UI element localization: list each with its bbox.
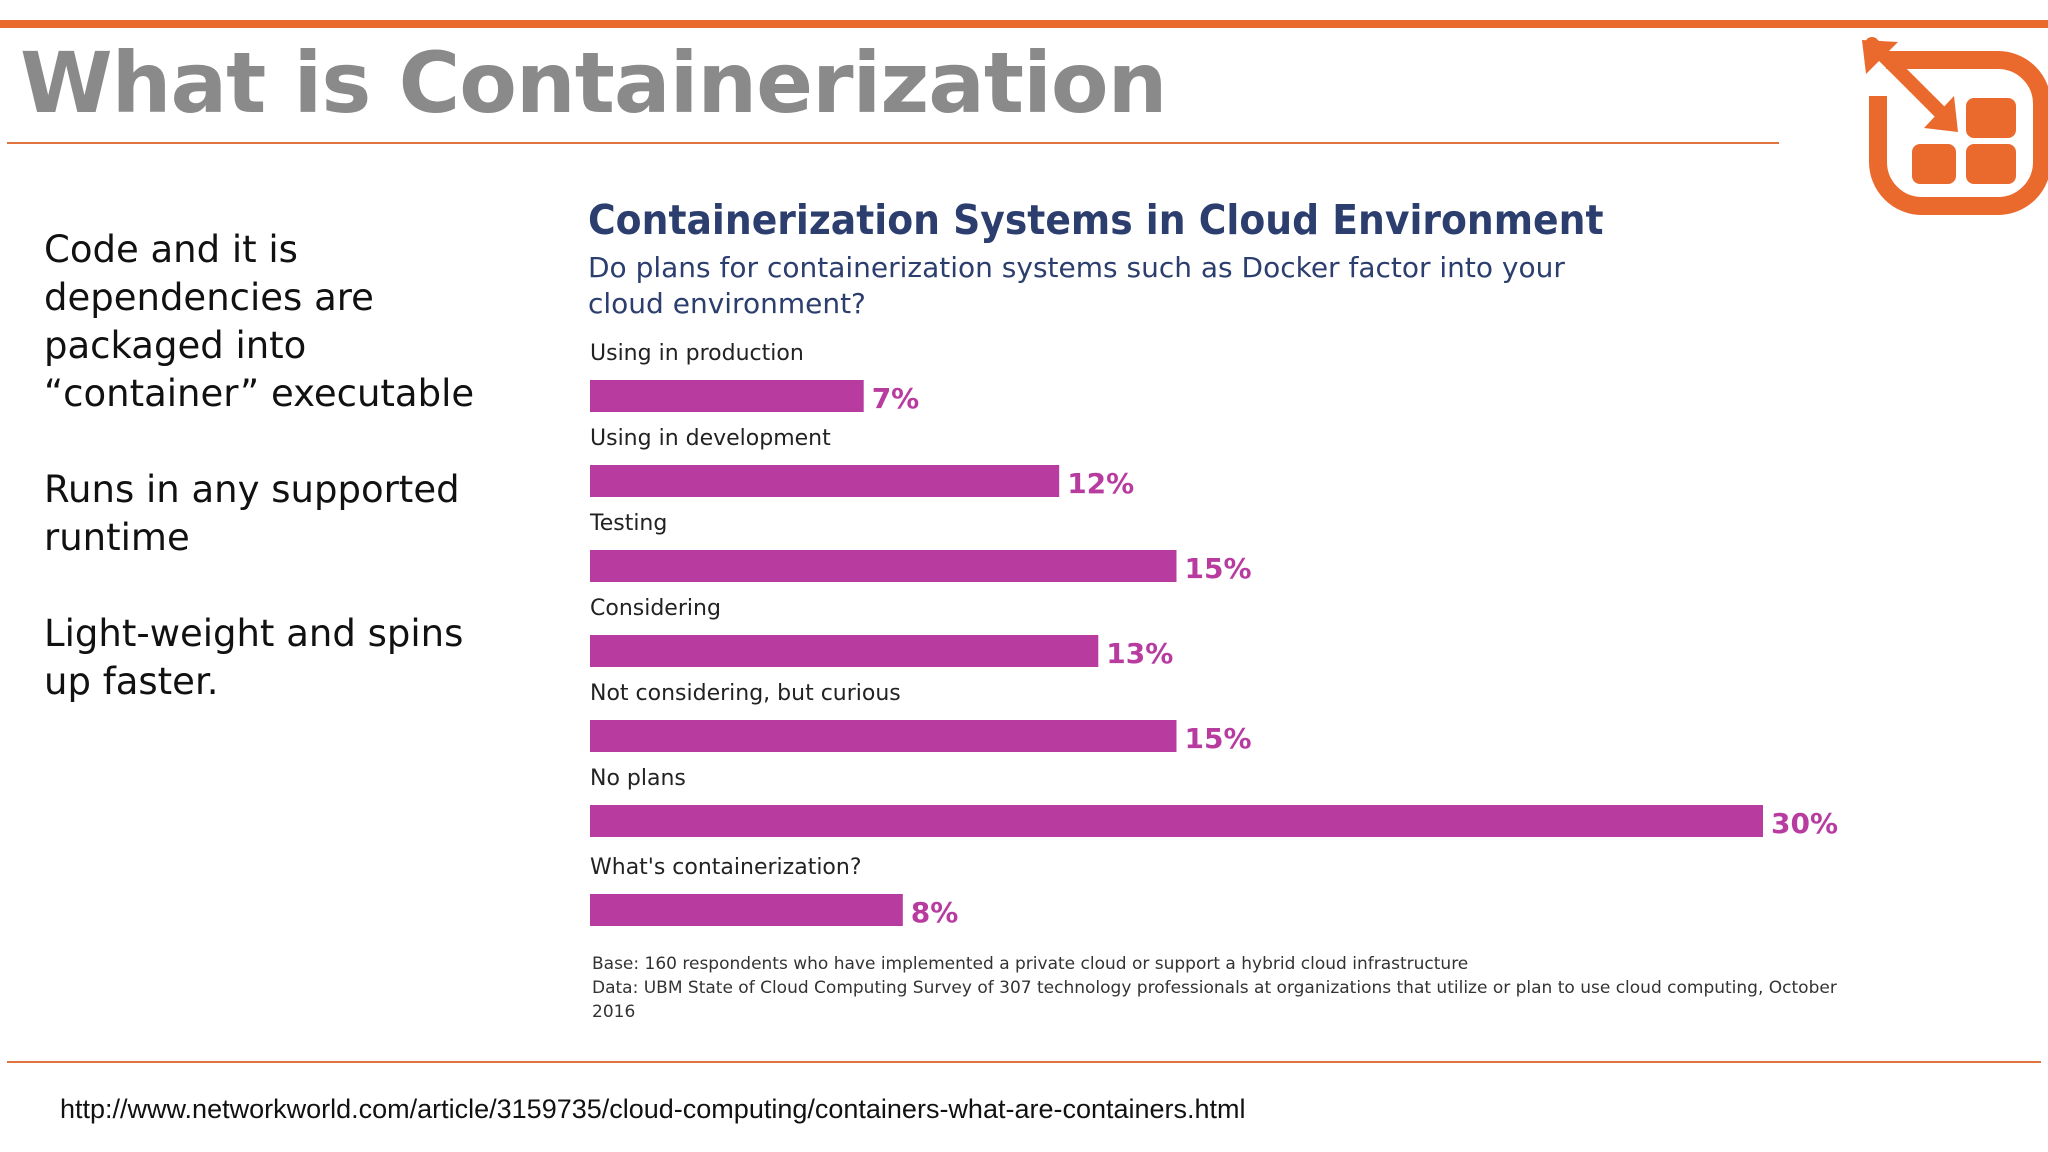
- bar: [590, 805, 1763, 837]
- value-label: 15%: [1185, 722, 1252, 755]
- value-label: 30%: [1771, 807, 1838, 840]
- logo-square-top-left: [1912, 144, 1956, 184]
- bar-chart: Containerization Systems in Cloud Enviro…: [584, 192, 1984, 1042]
- logo-arrow-shaft: [1865, 37, 1955, 127]
- value-label: 7%: [872, 382, 920, 415]
- category-label: Using in production: [590, 341, 804, 366]
- bar: [590, 720, 1177, 752]
- chart-subtitle: Do plans for containerization systems su…: [588, 251, 1565, 320]
- title-underline: [7, 142, 1779, 144]
- value-label: 8%: [911, 896, 959, 929]
- bar: [590, 380, 864, 412]
- logo-arrow-tail: [1862, 40, 1898, 74]
- slide-title: What is Containerization: [20, 34, 1167, 132]
- top-accent-rule: [0, 20, 2048, 28]
- bullet-item: Light-weight and spins up faster.: [44, 612, 464, 703]
- logo-arrow-head: [1924, 96, 1958, 132]
- bar: [590, 550, 1177, 582]
- value-label: 15%: [1185, 552, 1252, 585]
- bullet-item: Code and it is dependencies are packaged…: [44, 228, 475, 415]
- category-label: Not considering, but curious: [590, 681, 901, 706]
- chart-note-data: Data: UBM State of Cloud Computing Surve…: [592, 978, 1837, 1022]
- category-label: No plans: [590, 766, 686, 791]
- source-url-link[interactable]: http://www.networkworld.com/article/3159…: [60, 1094, 1246, 1124]
- value-label: 12%: [1067, 467, 1134, 500]
- container-arrow-logo-icon: [1862, 37, 2048, 215]
- category-label: Testing: [589, 511, 667, 536]
- chart-notes: Base: 160 respondents who have implement…: [592, 952, 1852, 1024]
- chart-title: Containerization Systems in Cloud Enviro…: [588, 196, 1604, 244]
- category-label: Using in development: [590, 426, 831, 451]
- logo-square-bottom-right: [1966, 144, 2016, 184]
- logo-outline-shape: [1869, 51, 2048, 215]
- chart-plot-area: Using in production 7% Using in developmen…: [589, 341, 1838, 929]
- bar: [590, 894, 903, 926]
- category-label: Considering: [590, 596, 721, 621]
- bar: [590, 635, 1099, 667]
- logo-square-top-right: [1966, 98, 2016, 138]
- bottom-accent-rule: [7, 1061, 2041, 1063]
- value-label: 13%: [1106, 637, 1173, 670]
- bullet-item: Runs in any supported runtime: [44, 468, 460, 559]
- bullet-list: Code and it is dependencies are packaged…: [44, 226, 484, 754]
- category-label: What's containerization?: [590, 855, 862, 880]
- bar: [590, 465, 1060, 497]
- chart-note-base: Base: 160 respondents who have implement…: [592, 954, 1469, 974]
